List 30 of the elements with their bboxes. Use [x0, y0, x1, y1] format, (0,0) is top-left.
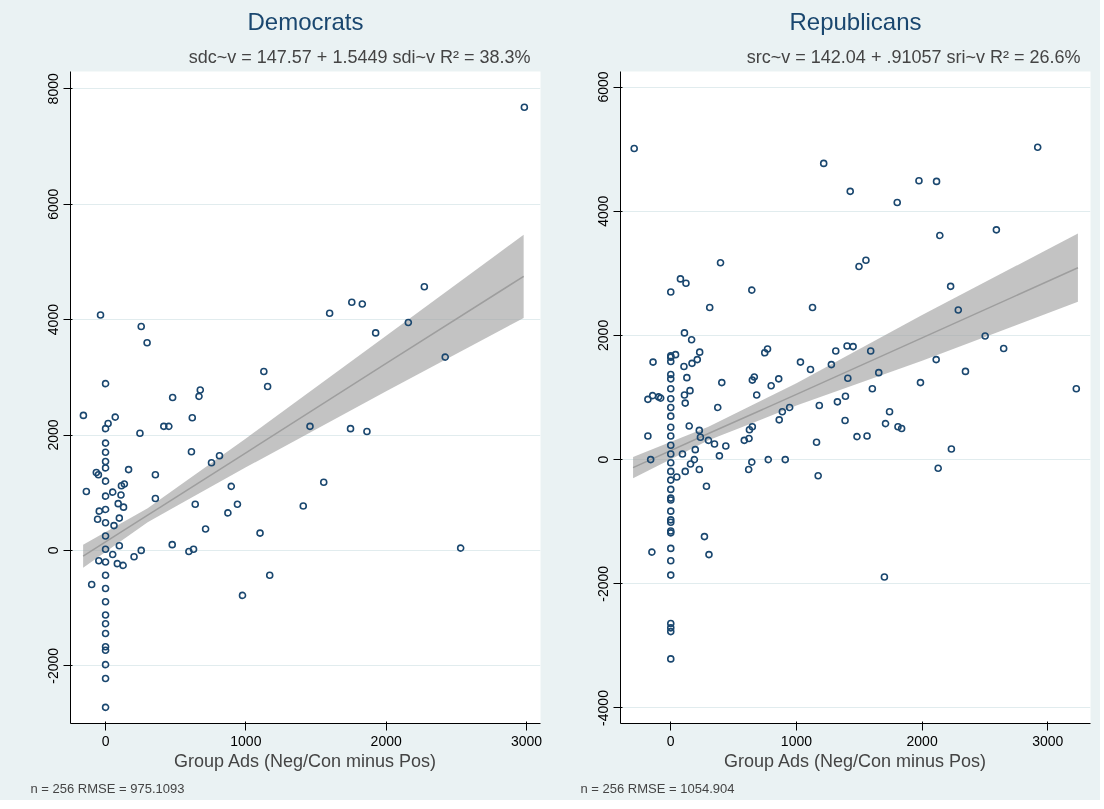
line-series: [632, 266, 1079, 469]
y-tick-label: 8000: [45, 73, 62, 105]
y-tick-label: 0: [595, 455, 612, 464]
x-tick-label: 3000: [510, 732, 543, 749]
chart-title: Democrats: [247, 7, 364, 35]
y-tick-label: 6000: [595, 71, 612, 103]
x-tick-label: 0: [666, 732, 675, 749]
line-series: [82, 275, 525, 557]
x-axis-title: Group Ads (Neg/Con minus Pos): [173, 750, 437, 771]
y-tick-label: 6000: [45, 188, 62, 220]
y-tick-label: 2000: [595, 319, 612, 351]
text: n = 256 RMSE = 975.1093: [30, 780, 185, 796]
text: n = 256 RMSE = 1054.904: [580, 780, 735, 796]
x-tick-label: 3000: [1032, 732, 1064, 749]
chart-subtitle: sdc~v = 147.57 + 1.5449 sdi~v R² = 38.3%: [188, 46, 531, 67]
y-tick-label: 4000: [595, 195, 612, 227]
y-tick-label: -2000: [45, 647, 62, 684]
y-tick-label: 2000: [45, 419, 62, 451]
y-tick-label: -2000: [595, 565, 612, 602]
y-tick-label: 4000: [45, 303, 62, 336]
y-tick-label: 0: [45, 546, 62, 555]
x-tick-label: 0: [101, 732, 110, 749]
y-tick-label: -4000: [595, 689, 612, 726]
x-tick-label: 2000: [370, 732, 402, 749]
chart-subtitle: src~v = 142.04 + .91057 sri~v R² = 26.6%: [746, 46, 1081, 67]
x-tick-label: 2000: [906, 732, 938, 749]
x-tick-label: 1000: [780, 732, 813, 749]
x-tick-label: 1000: [230, 732, 262, 749]
x-axis-title: Group Ads (Neg/Con minus Pos): [723, 750, 987, 771]
chart-title: Republicans: [789, 7, 922, 35]
